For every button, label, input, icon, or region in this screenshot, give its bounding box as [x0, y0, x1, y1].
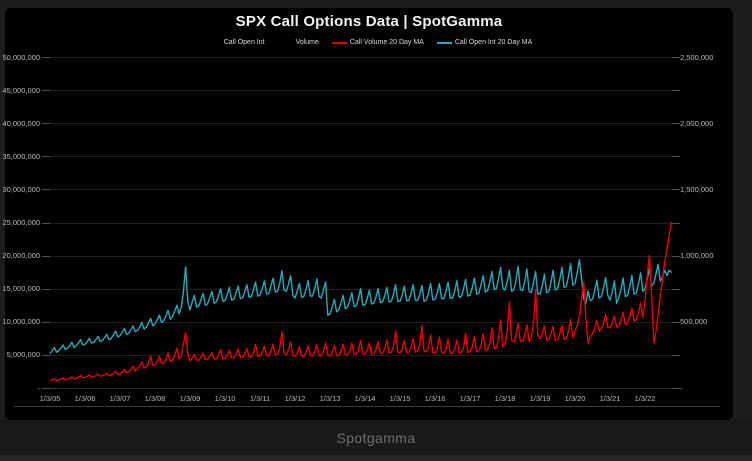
x-axis-tick-label: 1/3/22 — [634, 394, 656, 403]
right-axis-tick — [672, 355, 680, 356]
legend-hidden-marker — [278, 42, 293, 44]
right-axis-tick-label: 2,500,000 — [680, 53, 714, 62]
right-axis-tick — [672, 189, 680, 190]
x-axis-tick-label: 1/3/15 — [389, 394, 411, 403]
gridline — [50, 123, 672, 124]
legend-line-marker — [331, 42, 347, 44]
x-axis-tick-label: 1/3/17 — [459, 394, 481, 403]
bottom-edge-strip — [0, 455, 752, 461]
right-axis-tick — [672, 256, 680, 257]
left-axis-tick — [42, 57, 50, 58]
x-axis-tick-label: 1/3/18 — [494, 394, 516, 403]
gridline — [50, 189, 672, 190]
gridline — [50, 57, 672, 58]
legend-item: Call Volume 20 Day MA — [331, 39, 424, 47]
x-axis-tick-label: 1/3/11 — [249, 394, 271, 403]
brand-text: Spotgamma — [336, 429, 416, 446]
left-axis-tick-label: 45,000,000 — [2, 86, 40, 95]
legend-line-marker — [436, 42, 452, 44]
gridline — [50, 355, 672, 356]
x-axis-line — [50, 388, 672, 389]
left-axis-tick — [42, 223, 50, 224]
left-axis-tick-label: 50,000,000 — [2, 53, 40, 62]
x-axis-tick-label: 1/3/09 — [179, 394, 201, 403]
legend-label: Call Open Int — [223, 39, 265, 46]
x-axis-tick-label: 1/3/21 — [599, 394, 621, 403]
left-axis-tick — [42, 322, 50, 323]
x-axis-tick-label: 1/3/13 — [319, 394, 341, 403]
gridline — [50, 322, 672, 323]
right-axis-tick — [672, 322, 680, 323]
chart-title: SPX Call Options Data | SpotGamma — [235, 13, 503, 30]
chart-bottom-rule — [14, 406, 720, 407]
right-axis-tick — [672, 123, 680, 124]
footer-bar: Spotgamma — [0, 420, 752, 455]
right-axis-tick — [672, 90, 680, 91]
legend-item: Call Open Int 20 Day MA — [436, 39, 533, 47]
chart-panel — [5, 8, 733, 420]
left-axis-tick — [42, 189, 50, 190]
x-axis-tick-label: 1/3/16 — [424, 394, 446, 403]
x-axis-tick-label: 1/3/12 — [284, 394, 306, 403]
series-plot — [50, 221, 672, 382]
left-axis-tick-label: 35,000,000 — [2, 152, 40, 161]
x-axis-tick-label: 1/3/06 — [74, 394, 96, 403]
x-axis-tick-label: 1/3/10 — [214, 394, 236, 403]
left-axis-tick-label: 30,000,000 — [2, 185, 40, 194]
left-axis-tick-label: 5,000,000 — [6, 350, 40, 359]
x-axis-tick-label: 1/3/07 — [109, 394, 131, 403]
right-axis-tick-label: 1,000,000 — [680, 251, 714, 260]
left-axis-tick — [42, 256, 50, 257]
legend-item: Volume — [278, 39, 319, 47]
left-axis-tick-label: 40,000,000 — [2, 119, 40, 128]
left-axis-tick — [42, 90, 50, 91]
gridline — [50, 156, 672, 157]
left-axis-tick — [42, 123, 50, 124]
x-axis-tick-label: 1/3/20 — [564, 394, 586, 403]
right-axis-tick — [672, 57, 680, 58]
x-axis-tick-label: 1/3/14 — [354, 394, 376, 403]
series-line-call-volume-20-day-ma — [50, 221, 672, 382]
gridline — [50, 90, 672, 91]
right-axis-tick-label: 2,000,000 — [680, 119, 714, 128]
x-axis-tick-label: 1/3/05 — [39, 394, 61, 403]
left-axis-tick-label: 10,000,000 — [2, 317, 40, 326]
legend-label: Call Volume 20 Day MA — [349, 39, 424, 46]
left-axis-tick-label: 15,000,000 — [2, 284, 40, 293]
legend-label: Call Open Int 20 Day MA — [454, 39, 533, 46]
right-axis-tick — [672, 156, 680, 157]
right-axis-tick — [672, 289, 680, 290]
legend-label: Volume — [295, 39, 319, 46]
x-axis-tick-label: 1/3/19 — [529, 394, 551, 403]
series-line-call-open-int-20-day-ma — [50, 258, 672, 355]
left-axis-tick-label: - — [37, 384, 41, 393]
gridline — [50, 256, 672, 257]
chart-legend: Call Open Int Volume Call Volume 20 Day MA… — [5, 38, 733, 48]
legend-item: Call Open Int — [206, 39, 265, 47]
left-axis-tick-label: 25,000,000 — [2, 218, 40, 227]
right-axis-tick — [672, 388, 680, 389]
left-axis-tick-label: 20,000,000 — [2, 251, 40, 260]
left-axis-tick — [42, 289, 50, 290]
gridline — [50, 223, 672, 224]
legend-hidden-marker — [206, 42, 221, 44]
right-axis-tick-label: - — [680, 384, 683, 393]
x-axis-tick-label: 1/3/08 — [144, 394, 166, 403]
right-axis-tick-label: 1,500,000 — [680, 185, 714, 194]
right-axis-tick — [672, 223, 680, 224]
left-axis-tick — [42, 156, 50, 157]
right-axis-tick-label: 500,000 — [680, 317, 708, 326]
left-axis-tick — [42, 355, 50, 356]
left-axis-tick — [42, 388, 50, 389]
